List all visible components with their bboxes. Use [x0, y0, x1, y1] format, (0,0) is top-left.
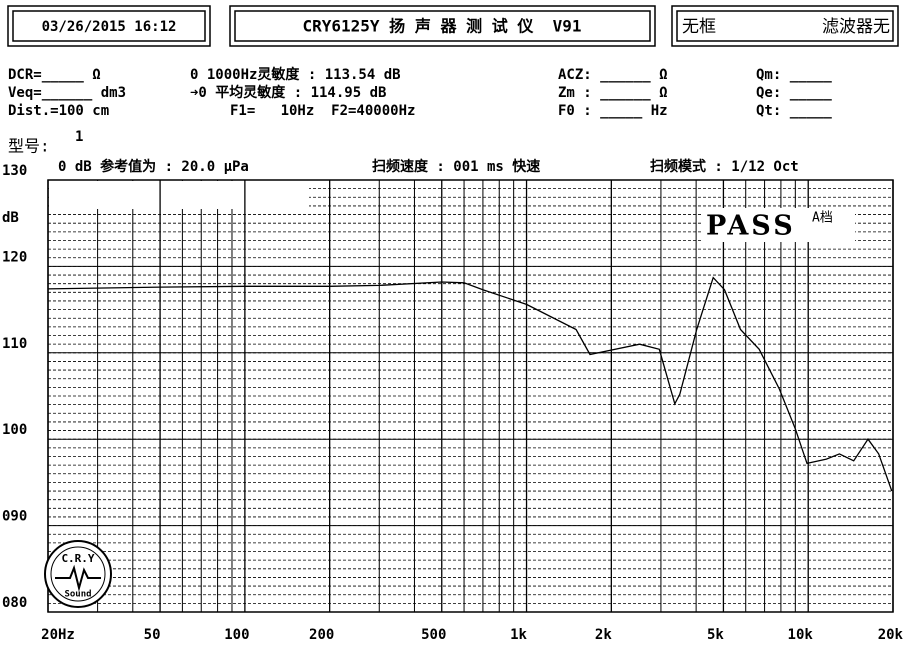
info-field: Qe: _____	[756, 85, 832, 101]
x-tick-label: 20k	[878, 627, 904, 643]
info-field: DCR=_____ Ω	[8, 67, 101, 83]
logo-ring	[44, 540, 112, 608]
y-axis-label: dB	[2, 210, 19, 226]
x-tick-label: 1k	[510, 627, 527, 643]
sweep-mode: 扫频模式 : 1/12 Oct	[650, 158, 799, 175]
info-field: F1= 10Hz F2=40000Hz	[230, 103, 415, 119]
device: CRY6125Y 扬 声 器 测 试 仪 V91	[302, 17, 581, 36]
y-tick-label: 110	[2, 336, 27, 352]
model-label: 型号:	[8, 137, 50, 156]
reference: 0 dB 参考值为 : 20.0 μPa	[58, 158, 249, 175]
y-tick-label: 090	[2, 509, 27, 525]
y-tick-label: 080	[2, 595, 27, 611]
grade: A档	[812, 211, 833, 226]
x-tick-label: 200	[309, 627, 334, 643]
pass-bg	[703, 208, 855, 242]
datetime: 03/26/2015 16:12	[42, 19, 177, 35]
info-field: F0 : _____ Hz	[558, 103, 668, 119]
info-field: ➜0 平均灵敏度 : 114.95 dB	[190, 84, 386, 101]
info-field: 0 1000Hz灵敏度 : 113.54 dB	[190, 66, 401, 83]
result: PASS	[706, 211, 796, 242]
info-field: Dist.=100 cm	[8, 103, 109, 119]
info-field: Zm : ______ Ω	[558, 85, 668, 101]
y-tick-label: 130	[2, 163, 27, 179]
x-tick-label: 50	[144, 627, 161, 643]
logo-top: C.R.Y	[61, 552, 94, 565]
sweep-speed: 扫频速度 : 001 ms 快速	[372, 158, 540, 175]
x-tick-label: 100	[224, 627, 249, 643]
plot-frame	[47, 179, 894, 613]
x-tick-label: 10k	[788, 627, 814, 643]
filter: 滤波器无	[822, 17, 890, 37]
y-tick-label: 100	[2, 422, 27, 438]
response-curve	[47, 276, 893, 492]
x-tick-label: 5k	[707, 627, 724, 643]
logo-bottom: Sound	[64, 590, 91, 600]
x-tick-label: 20Hz	[41, 627, 75, 643]
header-boxes	[7, 5, 899, 47]
blank-area	[49, 181, 309, 209]
info-field: Qm: _____	[756, 67, 832, 83]
x-tick-label: 2k	[595, 627, 612, 643]
logo-wave	[55, 564, 101, 592]
frame: 无框	[682, 17, 716, 37]
logo-ring-inner	[50, 546, 106, 602]
info-field: ACZ: ______ Ω	[558, 67, 668, 83]
y-tick-label: 120	[2, 249, 27, 265]
model: 1	[75, 129, 83, 145]
x-tick-label: 500	[421, 627, 446, 643]
info-field: Veq=______ dm3	[8, 85, 126, 101]
info-field: Qt: _____	[756, 103, 832, 119]
